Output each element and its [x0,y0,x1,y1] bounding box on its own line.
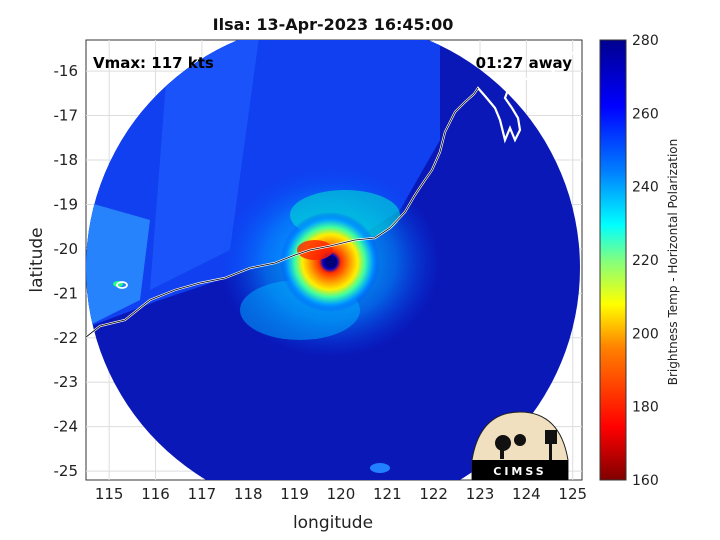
microwave-swath [86,40,580,480]
x-tick-label: 117 [188,485,217,503]
y-axis-label: latitude [27,227,47,292]
x-tick-label: 122 [419,485,448,503]
x-tick-label: 115 [95,485,124,503]
logo-text: CIMSS [493,465,546,478]
y-tick-label: -16 [54,62,79,80]
y-tick-label: -18 [54,151,79,169]
x-tick-label: 121 [373,485,402,503]
y-tick-label: -24 [54,418,79,436]
y-tick-labels: -16 -17 -18 -19 -20 -21 -22 -23 -24 -25 [54,62,79,480]
x-tick-label: 123 [466,485,495,503]
colorbar-tick-label: 200 [632,326,659,342]
colorbar-tick-label: 180 [632,400,659,416]
y-tick-label: -25 [54,462,79,480]
x-tick-label: 119 [280,485,309,503]
y-tick-label: -17 [54,107,79,125]
x-axis-label: longitude [293,513,373,533]
x-tick-label: 116 [141,485,170,503]
colorbar-tick-label: 240 [632,180,659,196]
colorbar: 280 260 240 220 200 180 160 Brightness Temp - … [599,33,680,489]
colorbar-label: Brightness Temp - Horizontal Polarizatio… [666,139,680,386]
cimss-logo: CIMSS [471,411,569,481]
colorbar-tick-label: 160 [632,473,659,489]
y-tick-label: -21 [54,284,79,302]
colorbar-tick-label: 260 [632,106,659,122]
colorbar-tick-labels: 280 260 240 220 200 180 160 [632,33,659,489]
x-tick-label: 118 [234,485,263,503]
x-tick-label: 125 [558,485,587,503]
time-label: 01:27 away [476,54,573,72]
vmax-label: Vmax: 117 kts [93,54,214,72]
x-tick-label: 124 [512,485,541,503]
colorbar-gradient [599,39,627,481]
y-tick-label: -19 [54,195,79,213]
figure-title: Ilsa: 13-Apr-2023 16:45:00 [213,15,454,34]
storm-eye [325,256,337,268]
y-tick-label: -23 [54,373,79,391]
colorbar-tick-label: 220 [632,253,659,269]
island [116,281,128,289]
x-tick-labels: 115 116 117 118 119 120 121 122 123 124 125 [95,485,587,503]
y-tick-label: -20 [54,240,79,258]
colorbar-tick-label: 280 [632,33,659,49]
x-tick-label: 120 [327,485,356,503]
y-tick-label: -22 [54,329,79,347]
